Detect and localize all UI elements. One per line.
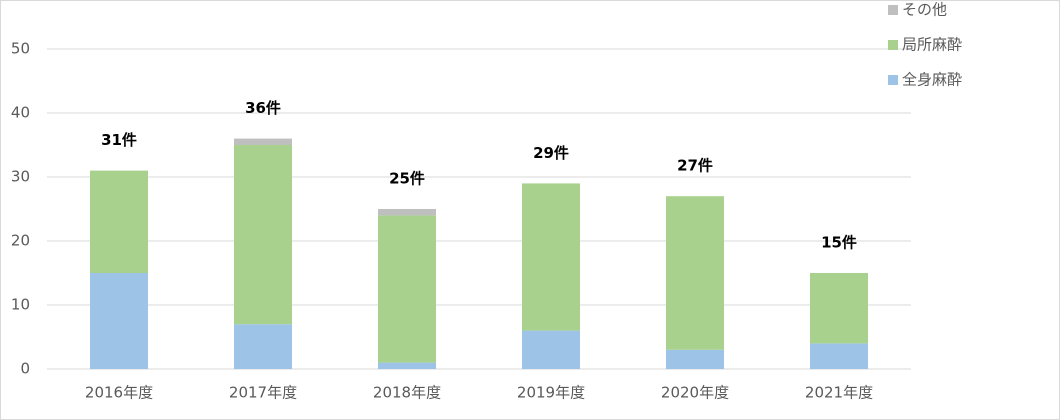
bar-segment (234, 324, 292, 369)
total-label: 29件 (533, 144, 569, 162)
bar-segment (90, 273, 148, 369)
x-tick-label: 2021年度 (805, 384, 873, 402)
y-tick-label: 20 (11, 232, 30, 250)
bar-segment (234, 145, 292, 325)
bar-segment (666, 196, 724, 350)
total-label: 36件 (245, 99, 281, 117)
legend-swatch (888, 75, 898, 85)
x-tick-label: 2019年度 (517, 384, 585, 402)
legend-label: その他 (902, 1, 947, 19)
total-label: 25件 (389, 170, 425, 188)
legend-label: 全身麻酔 (902, 71, 962, 89)
bar-segment (810, 273, 868, 344)
legend-swatch (888, 40, 898, 50)
y-tick-label: 40 (11, 104, 30, 122)
total-label: 31件 (101, 131, 137, 149)
bar-segment (378, 209, 436, 216)
bar-segment (522, 183, 580, 331)
bar-segment (234, 138, 292, 145)
bar-segment (90, 170, 148, 273)
total-label: 27件 (677, 157, 713, 175)
x-tick-label: 2017年度 (229, 384, 297, 402)
bar-segment (378, 215, 436, 363)
bar-segment (810, 343, 868, 369)
y-tick-label: 30 (11, 168, 30, 186)
y-tick-label: 50 (11, 40, 30, 58)
x-tick-label: 2018年度 (373, 384, 441, 402)
bar-segment (378, 362, 436, 369)
y-tick-label: 10 (11, 296, 30, 314)
y-tick-label: 0 (20, 360, 30, 378)
legend-label: 局所麻酔 (902, 36, 962, 54)
total-label: 15件 (821, 234, 857, 252)
x-tick-label: 2020年度 (661, 384, 729, 402)
bar-segment (666, 349, 724, 369)
bar-segment (522, 330, 580, 369)
x-tick-label: 2016年度 (85, 384, 153, 402)
legend-swatch (888, 5, 898, 15)
